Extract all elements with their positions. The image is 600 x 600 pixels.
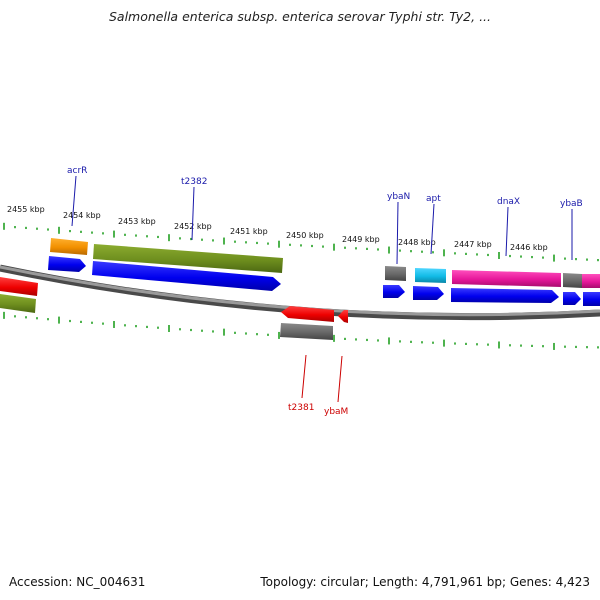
gene-label-ybaM[interactable]: ybaM: [324, 407, 348, 417]
reverse-cds-row: [0, 277, 348, 323]
leader-acrR: [71, 175, 77, 227]
cds-ybaB[interactable]: [563, 292, 581, 305]
outer-scale-ticks: [3, 222, 599, 262]
cds-ybaM[interactable]: [338, 310, 348, 323]
reverse-gene-labels: t2381 ybaM: [288, 403, 348, 417]
forward-feature-row: [50, 238, 600, 288]
leader-dnaX: [505, 206, 509, 257]
cds-t2381[interactable]: [281, 306, 334, 322]
cds-right-edge[interactable]: [583, 292, 600, 306]
gene-label-ybaB[interactable]: ybaB: [560, 199, 583, 209]
leader-apt: [430, 203, 435, 255]
feature-ybaN-gray[interactable]: [385, 266, 406, 281]
map-title: Salmonella enterica subsp. enterica sero…: [108, 9, 492, 24]
scale-label-2454: 2454 kbp: [63, 211, 101, 220]
gene-label-t2381[interactable]: t2381: [288, 403, 314, 413]
scale-label-2453: 2453 kbp: [118, 217, 156, 226]
gene-label-apt[interactable]: apt: [426, 194, 441, 204]
scale-label-2447: 2447 kbp: [454, 240, 492, 249]
reverse-label-leaders: [301, 354, 343, 403]
scale-label-2451: 2451 kbp: [230, 227, 268, 236]
feature-ybaB-gray[interactable]: [563, 273, 582, 288]
feature-t2381-gray[interactable]: [280, 323, 333, 340]
reverse-feature-row: [0, 294, 333, 340]
gene-label-acrR[interactable]: acrR: [67, 166, 87, 176]
accession-text: Accession: NC_004631: [9, 575, 146, 589]
leader-t2382: [191, 186, 195, 241]
leader-ybaM: [337, 355, 343, 403]
feature-t2382-olive[interactable]: [93, 244, 283, 273]
scale-label-2448: 2448 kbp: [398, 238, 436, 247]
feature-left-olive[interactable]: [0, 294, 36, 313]
scale-label-2450: 2450 kbp: [286, 231, 324, 240]
forward-cds-row: [48, 256, 600, 306]
scale-label-2455: 2455 kbp: [7, 205, 45, 214]
scale-labels: 2455 kbp 2454 kbp 2453 kbp 2452 kbp 2451…: [7, 205, 548, 252]
feature-apt-cyan[interactable]: [415, 268, 446, 283]
scale-label-2449: 2449 kbp: [342, 235, 380, 244]
gene-label-ybaN[interactable]: ybaN: [387, 192, 410, 202]
leader-ybaN: [396, 201, 399, 265]
gene-label-dnaX[interactable]: dnaX: [497, 197, 520, 207]
cds-t2382[interactable]: [92, 261, 281, 291]
forward-gene-labels: acrR t2382 ybaN apt dnaX ybaB: [67, 166, 583, 209]
leader-t2381: [301, 354, 307, 399]
feature-acrR-orange[interactable]: [50, 238, 88, 255]
cds-ybaN[interactable]: [383, 285, 405, 298]
scale-label-2446: 2446 kbp: [510, 243, 548, 252]
feature-right-magenta[interactable]: [582, 274, 600, 288]
cds-apt[interactable]: [413, 286, 444, 300]
feature-dnaX-magenta[interactable]: [452, 270, 561, 287]
genome-summary-text: Topology: circular; Length: 4,791,961 bp…: [260, 575, 590, 589]
cds-left-red[interactable]: [0, 277, 38, 296]
forward-label-leaders: [71, 175, 573, 265]
cds-acrR[interactable]: [48, 256, 86, 272]
gene-label-t2382[interactable]: t2382: [181, 177, 207, 187]
cds-dnaX[interactable]: [451, 288, 559, 303]
